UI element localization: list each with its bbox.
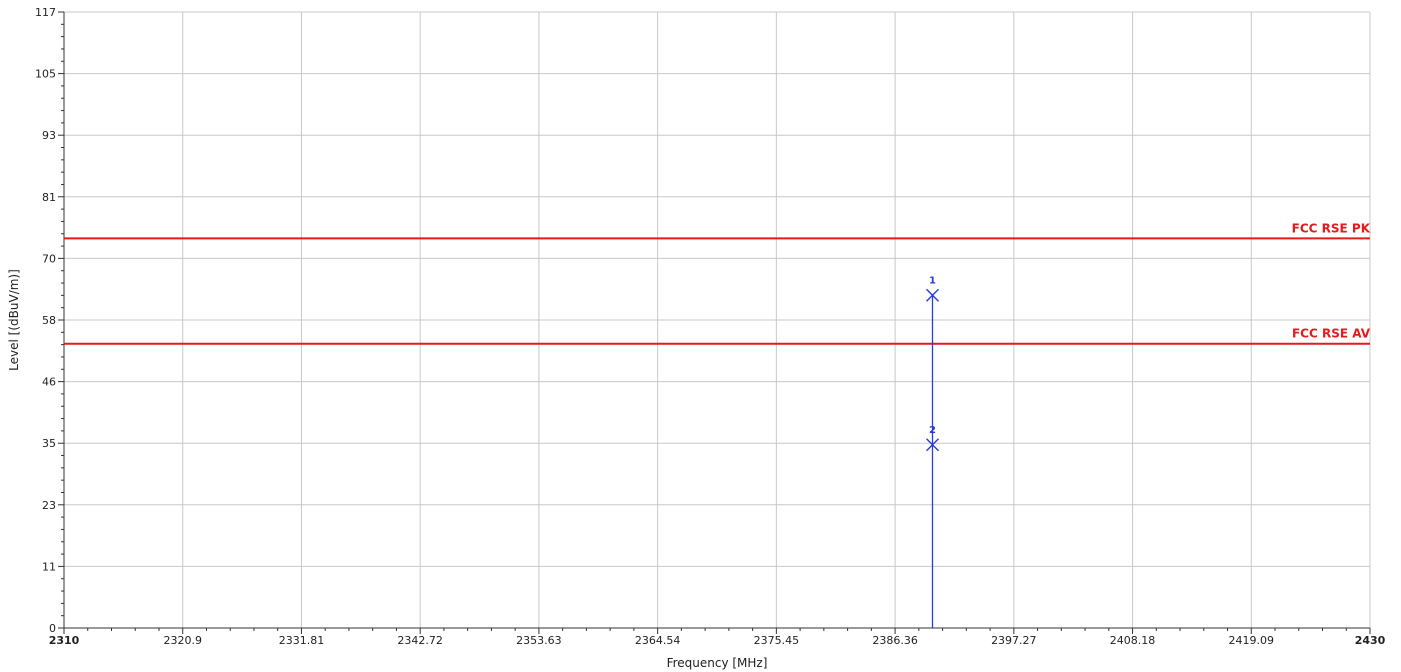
markers: 12	[925, 275, 939, 452]
x-tick-labels: 2310 2320.9 2331.81 2342.72 2353.63 2364.54 23…	[49, 634, 1386, 647]
x-tick-label: 2353.63	[516, 634, 562, 647]
y-tick-label: 70	[42, 252, 56, 265]
x-tick-label: 2331.81	[279, 634, 325, 647]
y-tick-label: 105	[35, 68, 56, 81]
x-tick-label: 2386.36	[872, 634, 918, 647]
axes	[58, 11, 1371, 634]
marker-label: 2	[929, 425, 936, 436]
y-tick-label: 81	[42, 191, 56, 204]
limit-line-label: FCC RSE AV	[1292, 327, 1371, 341]
x-tick-label: 2419.09	[1229, 634, 1275, 647]
marker-x	[925, 288, 939, 302]
y-tick-label: 0	[49, 622, 56, 635]
marker: 1	[925, 275, 939, 302]
x-tick-label: 2408.18	[1110, 634, 1156, 647]
limit-lines: FCC RSE PK FCC RSE AV	[64, 221, 1371, 345]
grid	[64, 11, 1371, 628]
x-tick-label: 2320.9	[163, 634, 202, 647]
x-axis-title: Frequency [MHz]	[667, 656, 768, 670]
y-tick-label: 11	[42, 560, 56, 573]
x-tick-label: 2342.72	[397, 634, 443, 647]
x-tick-label: 2430	[1355, 634, 1386, 647]
y-tick-label: 93	[42, 129, 56, 142]
minor-ticks	[61, 23, 1347, 631]
y-tick-label: 46	[42, 376, 56, 389]
x-tick-label: 2310	[49, 634, 80, 647]
y-tick-label: 23	[42, 499, 56, 512]
marker: 2	[925, 425, 939, 452]
marker-label: 1	[929, 275, 936, 286]
y-tick-label: 35	[42, 437, 56, 450]
x-tick-label: 2375.45	[754, 634, 800, 647]
y-tick-label: 117	[35, 6, 56, 19]
y-axis-title: Level [(dBuV/m)]	[7, 269, 21, 371]
y-tick-labels: 0 11 23 35 46 58 70 81 93 105 117	[35, 6, 56, 635]
marker-x	[925, 438, 939, 452]
x-tick-label: 2397.27	[991, 634, 1037, 647]
x-tick-label: 2364.54	[635, 634, 681, 647]
limit-line-label: FCC RSE PK	[1292, 221, 1371, 235]
y-tick-label: 58	[42, 314, 56, 327]
